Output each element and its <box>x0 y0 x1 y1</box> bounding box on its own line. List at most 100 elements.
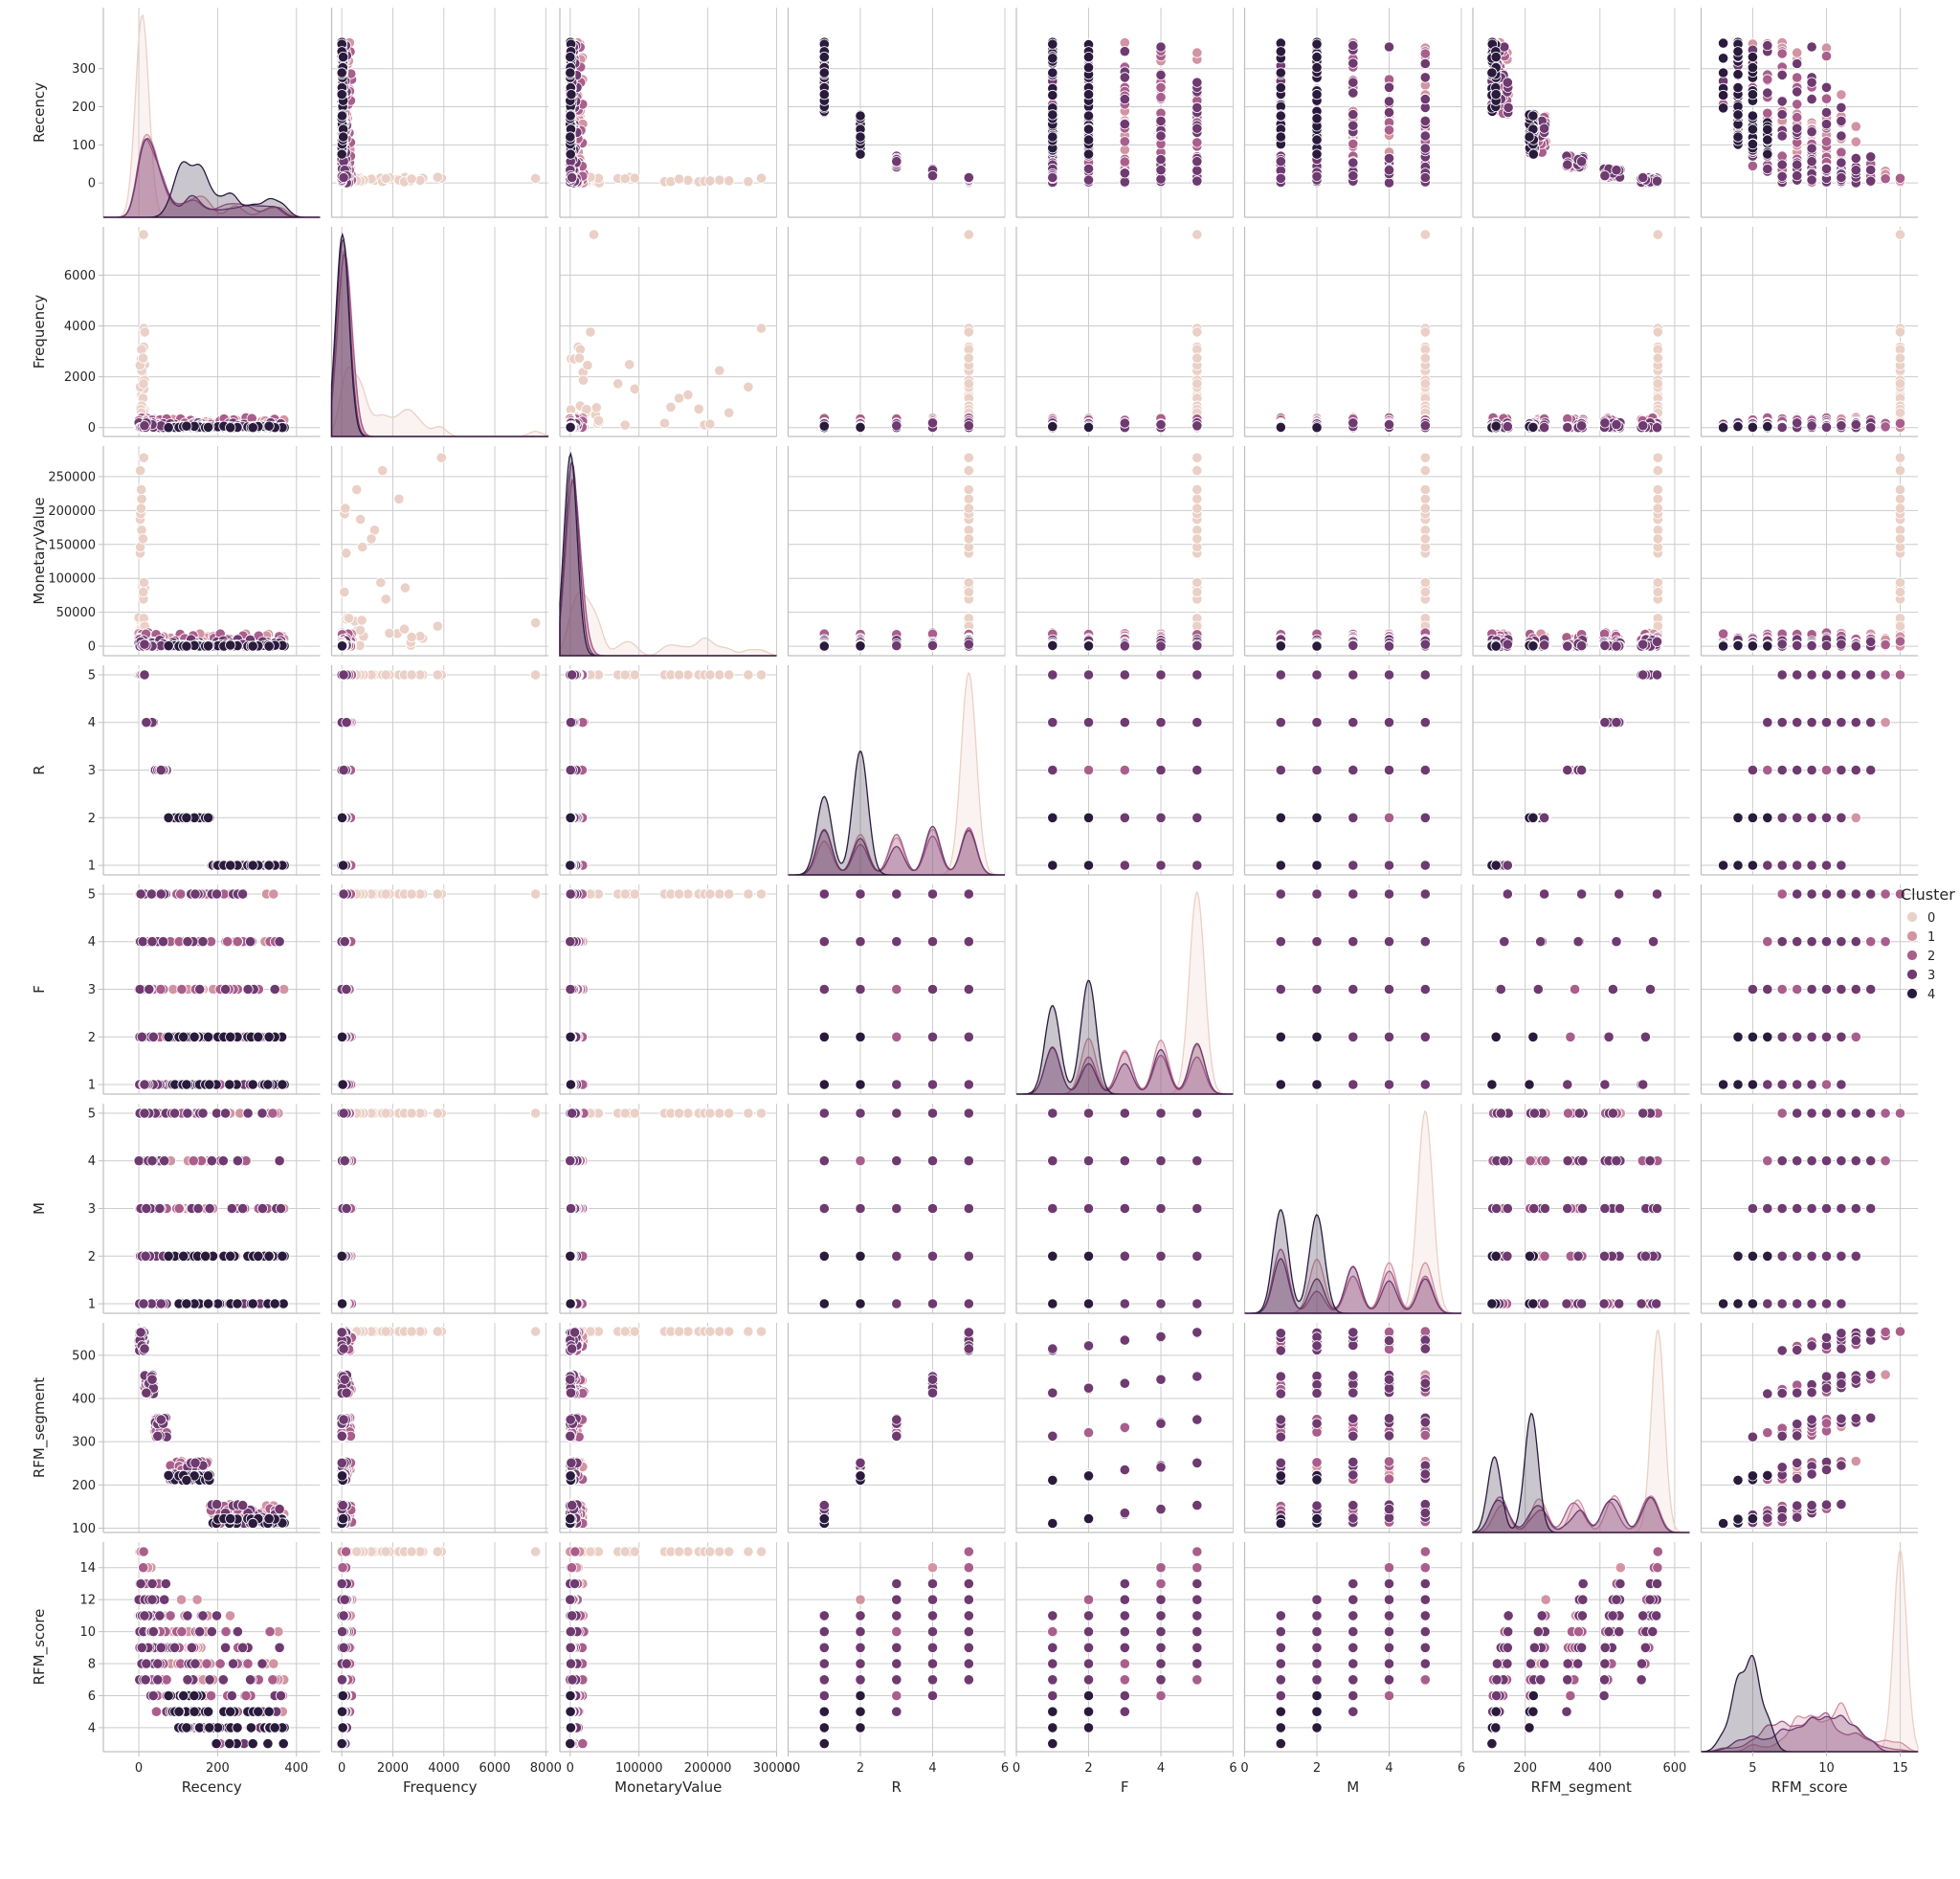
point-cluster-4 <box>1718 53 1729 64</box>
point-cluster-4 <box>338 131 349 143</box>
facet-Recency-vs-F <box>1015 8 1234 218</box>
point-cluster-3 <box>1776 96 1788 107</box>
point-cluster-2 <box>1776 48 1788 59</box>
point-cluster-3 <box>1082 163 1095 174</box>
point-cluster-3 <box>1836 171 1847 184</box>
point-cluster-0 <box>682 389 694 401</box>
point-cluster-0 <box>1192 378 1203 390</box>
ytick-label: 200 <box>72 101 96 115</box>
point-cluster-3 <box>1383 106 1395 119</box>
point-cluster-4 <box>1527 110 1539 122</box>
point-cluster-3 <box>1820 119 1833 130</box>
ytick-label: 6000 <box>64 269 96 283</box>
point-cluster-4 <box>336 148 347 160</box>
point-cluster-4 <box>263 420 275 432</box>
point-cluster-4 <box>855 148 866 160</box>
point-cluster-3 <box>963 420 974 432</box>
point-cluster-0 <box>1192 352 1203 364</box>
point-cluster-4 <box>1747 139 1759 150</box>
point-cluster-4 <box>1747 110 1759 122</box>
point-cluster-2 <box>1762 74 1773 85</box>
point-cluster-4 <box>818 67 830 78</box>
point-cluster-4 <box>1047 109 1058 121</box>
point-cluster-3 <box>1776 170 1788 182</box>
point-cluster-4 <box>337 51 349 63</box>
point-cluster-2 <box>1792 112 1803 123</box>
point-cluster-3 <box>1419 171 1431 184</box>
point-cluster-0 <box>963 229 974 240</box>
point-cluster-4 <box>1747 89 1759 101</box>
point-cluster-2 <box>1747 160 1759 171</box>
point-cluster-0 <box>139 326 150 338</box>
point-cluster-3 <box>1348 170 1359 182</box>
point-cluster-1 <box>1850 136 1861 147</box>
ytick-label: 100 <box>72 139 96 153</box>
point-cluster-3 <box>338 171 349 184</box>
point-cluster-1 <box>1850 121 1861 132</box>
point-cluster-4 <box>1732 109 1744 121</box>
point-cluster-3 <box>1192 175 1203 187</box>
point-cluster-3 <box>139 420 150 432</box>
point-cluster-0 <box>1192 229 1203 240</box>
point-cluster-2 <box>1119 136 1130 147</box>
point-cluster-4 <box>1718 37 1729 49</box>
point-cluster-4 <box>1047 38 1058 50</box>
point-cluster-4 <box>1486 67 1498 78</box>
ytick-label: 0 <box>88 421 96 436</box>
facet-Recency-vs-R <box>787 8 1006 218</box>
point-cluster-4 <box>1718 67 1729 78</box>
point-cluster-4 <box>1082 148 1095 160</box>
point-cluster-3 <box>1820 106 1833 119</box>
point-cluster-4 <box>1732 82 1744 94</box>
point-cluster-0 <box>755 172 768 184</box>
point-cluster-3 <box>1419 94 1431 105</box>
point-cluster-4 <box>1047 67 1058 78</box>
point-cluster-2 <box>1762 107 1773 119</box>
point-cluster-3 <box>1383 41 1395 53</box>
ytick-label: 300 <box>72 62 96 77</box>
point-cluster-3 <box>1419 130 1431 142</box>
point-cluster-4 <box>566 89 577 101</box>
point-cluster-4 <box>1047 131 1058 143</box>
point-cluster-3 <box>1806 41 1817 53</box>
point-cluster-4 <box>565 148 576 160</box>
point-cluster-3 <box>1383 152 1395 164</box>
point-cluster-3 <box>1155 154 1167 166</box>
point-cluster-0 <box>585 326 596 338</box>
point-cluster-0 <box>612 378 624 390</box>
point-cluster-4 <box>565 67 576 78</box>
point-cluster-4 <box>1747 123 1759 135</box>
point-cluster-4 <box>1311 38 1323 50</box>
point-cluster-3 <box>1836 157 1847 168</box>
facet-Frequency-vs-F <box>1015 227 1234 437</box>
point-cluster-0 <box>380 172 391 185</box>
point-cluster-3 <box>1348 57 1359 69</box>
point-cluster-2 <box>1348 138 1359 149</box>
point-cluster-3 <box>1383 165 1395 176</box>
point-cluster-4 <box>1275 131 1286 143</box>
point-cluster-3 <box>1383 177 1395 189</box>
ytick-label: 0 <box>88 177 96 191</box>
point-cluster-4 <box>1490 51 1502 63</box>
point-cluster-0 <box>743 176 754 188</box>
point-cluster-0 <box>629 172 640 184</box>
point-cluster-3 <box>1792 57 1803 70</box>
point-cluster-3 <box>1792 159 1803 170</box>
point-cluster-3 <box>1850 165 1861 176</box>
point-cluster-3 <box>1419 72 1431 83</box>
point-cluster-4 <box>163 422 174 434</box>
point-cluster-4 <box>1082 89 1095 101</box>
point-cluster-3 <box>926 417 939 429</box>
point-cluster-3 <box>1119 46 1130 57</box>
point-cluster-2 <box>1119 156 1130 168</box>
point-cluster-4 <box>1311 148 1323 160</box>
point-cluster-0 <box>714 365 725 376</box>
y-axis-title: Recency <box>31 82 48 143</box>
y-axis-title: Frequency <box>31 295 48 369</box>
point-cluster-3 <box>1119 94 1130 105</box>
point-cluster-3 <box>1082 174 1095 186</box>
facet-Recency-vs-RFM_segment <box>1472 8 1690 218</box>
point-cluster-3 <box>1806 174 1817 186</box>
point-cluster-2 <box>1155 92 1167 103</box>
point-cluster-3 <box>1311 170 1323 182</box>
